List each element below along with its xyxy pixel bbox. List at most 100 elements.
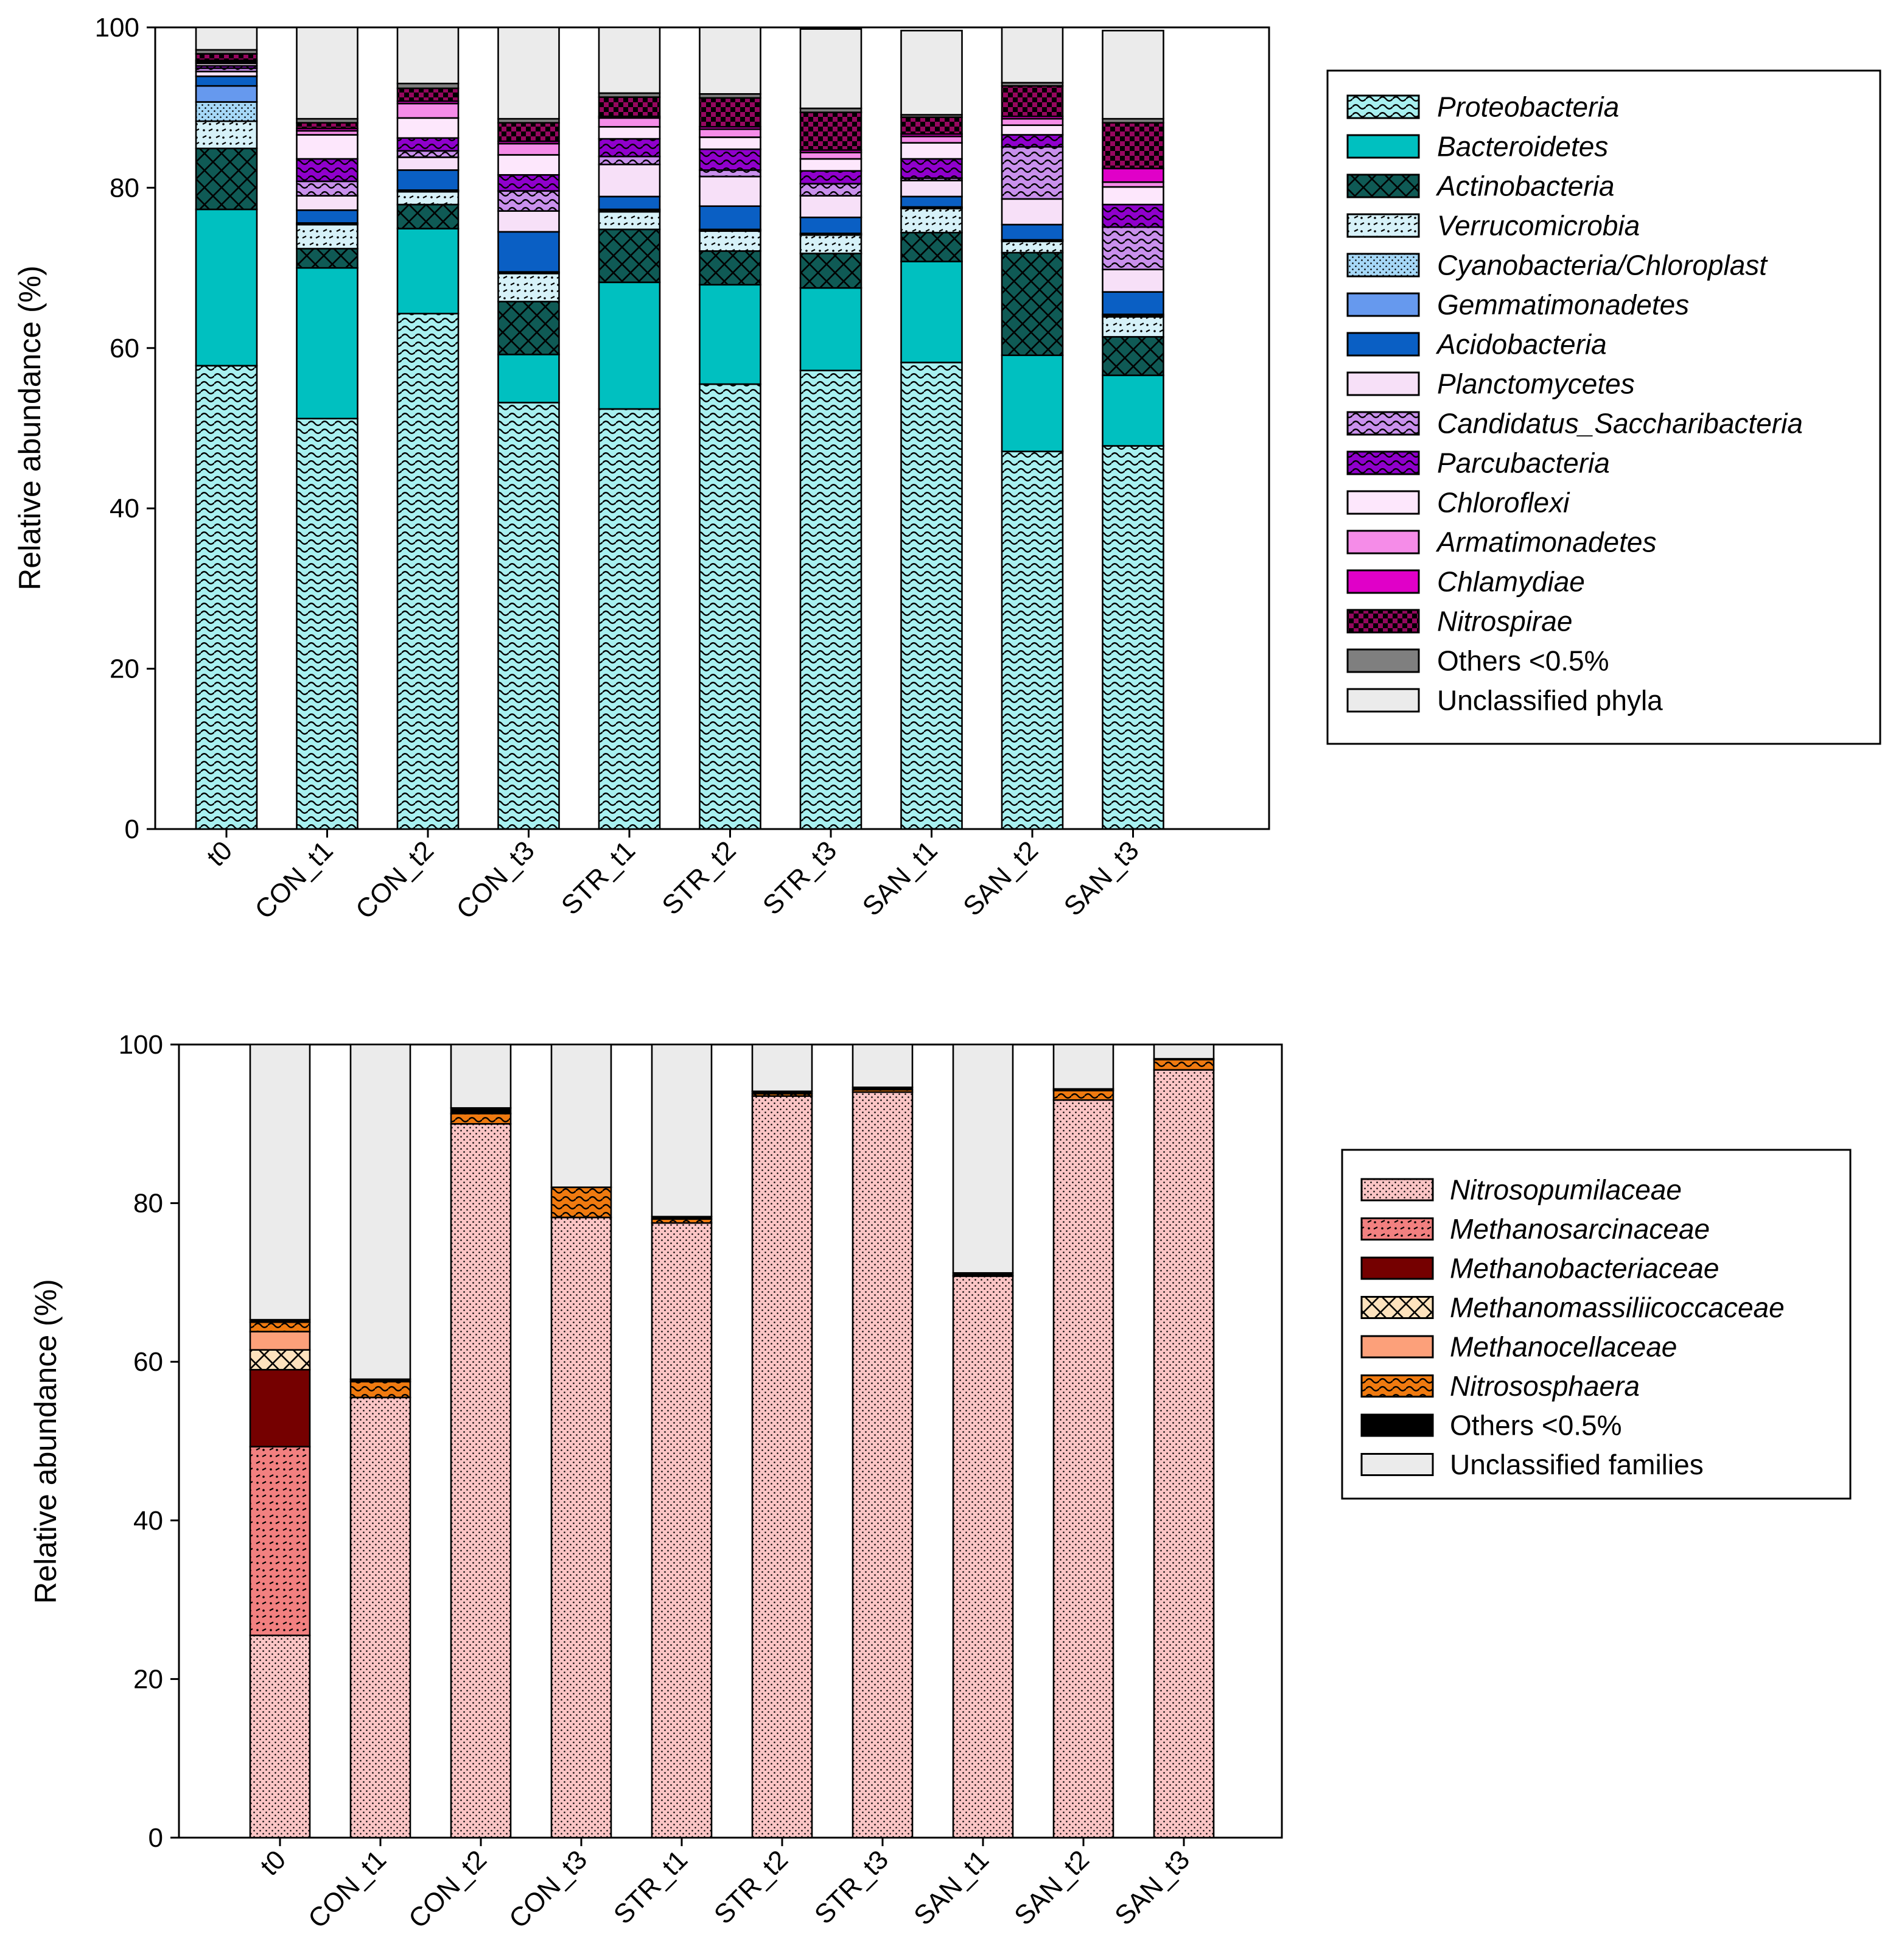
bar-segment-nitrospirae xyxy=(699,97,761,128)
legend-swatch xyxy=(1346,292,1420,317)
bar-segment-verrucomicrobia xyxy=(799,234,862,254)
legend-label: Nitrospirae xyxy=(1437,606,1572,637)
bar-segment-verrucomicrobia xyxy=(1102,316,1164,338)
legend-swatch xyxy=(1346,411,1420,436)
bar-segment-chloroflexi xyxy=(296,134,359,160)
legend-item-unclassified-families: Unclassified families xyxy=(1360,1449,1704,1480)
legend-swatch xyxy=(1360,1178,1434,1202)
bar-segment-candidatus-saccharibacteria xyxy=(396,150,460,158)
x-tick-label-con-t3: CON_t3 xyxy=(451,835,540,925)
bar-segment-actinobacteria xyxy=(900,231,963,262)
bar-segment-candidatus-saccharibacteria xyxy=(699,169,761,178)
bar-segment-chloroflexi xyxy=(497,154,560,176)
bar-segment-unclassified-phyla xyxy=(598,26,661,94)
legend-label: Gemmatimonadetes xyxy=(1437,289,1689,321)
legend-item-chlamydiae: Chlamydiae xyxy=(1346,566,1585,598)
bar-segment-methanobacteriaceae xyxy=(249,1368,311,1447)
y-tick-label: 40 xyxy=(133,1506,163,1536)
legend-label: Others <0.5% xyxy=(1437,645,1609,677)
legend-item-actinobacteria: Actinobacteria xyxy=(1346,170,1615,202)
legend-label: Nitrosopumilaceae xyxy=(1450,1174,1682,1206)
legend-label: Methanosarcinaceae xyxy=(1450,1213,1710,1245)
legend-swatch xyxy=(1346,332,1420,357)
bar-segment-nitrosopumilaceae xyxy=(751,1095,813,1839)
bar-segment-unclassified-phyla xyxy=(195,26,258,51)
bar-segment-verrucomicrobia xyxy=(195,120,258,150)
legend-item-proteobacteria: Proteobacteria xyxy=(1346,91,1619,123)
legend-label: Methanomassiliicoccaceae xyxy=(1450,1292,1785,1323)
bar-str-t2 xyxy=(751,1043,813,1839)
legend-item-nitrosopumilaceae: Nitrosopumilaceae xyxy=(1360,1174,1682,1206)
y-tick-label: 20 xyxy=(110,654,139,684)
bar-segment-bacteroidetes xyxy=(497,354,560,404)
x-tick-label-str-t2: STR_t2 xyxy=(708,1844,794,1930)
legend-label: Unclassified phyla xyxy=(1437,685,1663,716)
x-tick-label-t0: t0 xyxy=(254,1844,292,1881)
bar-segment-proteobacteria xyxy=(195,365,258,830)
bar-segment-bacteroidetes xyxy=(598,281,661,410)
bar-segment-bacteroidetes xyxy=(799,287,862,371)
legend-label: Planctomycetes xyxy=(1437,368,1635,400)
legend-item-methanosarcinaceae: Methanosarcinaceae xyxy=(1360,1213,1710,1245)
legend-swatch xyxy=(1346,134,1420,159)
legend-item-cyanobacteria-chloroplast: Cyanobacteria/Chloroplast xyxy=(1346,250,1768,281)
bar-con-t2 xyxy=(396,26,460,830)
x-tick-label-con-t1: CON_t1 xyxy=(303,1844,392,1934)
bar-segment-parcubacteria xyxy=(296,158,359,183)
legend-item-acidobacteria: Acidobacteria xyxy=(1346,329,1607,360)
legend-item-methanobacteriaceae: Methanobacteriaceae xyxy=(1360,1253,1719,1284)
bar-segment-nitrospirae xyxy=(296,122,359,130)
legend-item-methanomassiliicoccaceae: Methanomassiliicoccaceae xyxy=(1360,1292,1785,1323)
bar-segment-planctomycetes xyxy=(296,195,359,211)
bar-segment-actinobacteria xyxy=(1001,251,1064,356)
x-tick-label-con-t1: CON_t1 xyxy=(250,835,339,925)
x-tick-label-con-t2: CON_t2 xyxy=(403,1844,492,1934)
bar-segment-acidobacteria xyxy=(1102,291,1164,315)
bar-segment-unclassified-phyla xyxy=(497,26,560,120)
bar-segment-verrucomicrobia xyxy=(1001,240,1064,254)
bar-segment-acidobacteria xyxy=(296,209,359,224)
x-tick-label-con-t3: CON_t3 xyxy=(503,1844,593,1934)
legend-label: Cyanobacteria/Chloroplast xyxy=(1437,250,1768,281)
bar-segment-planctomycetes xyxy=(799,195,862,219)
bar-segment-acidobacteria xyxy=(699,205,761,231)
bar-segment-unclassified-families xyxy=(1153,1043,1215,1060)
bar-segment-unclassified-phyla xyxy=(699,26,761,95)
bar-segment-unclassified-families xyxy=(952,1043,1014,1274)
bar-con-t2 xyxy=(450,1043,512,1839)
legend-swatch xyxy=(1346,648,1420,673)
bar-str-t2 xyxy=(699,26,761,830)
bar-segment-proteobacteria xyxy=(598,408,661,830)
x-tick-label-str-t1: STR_t1 xyxy=(608,1844,693,1930)
bar-t0 xyxy=(249,1043,311,1839)
bar-segment-proteobacteria xyxy=(900,362,963,830)
bar-segment-planctomycetes xyxy=(1102,268,1164,293)
bar-segment-parcubacteria xyxy=(1001,134,1064,148)
bar-segment-acidobacteria xyxy=(1001,223,1064,241)
bar-segment-acidobacteria xyxy=(799,216,862,234)
legend-swatch xyxy=(1360,1453,1434,1476)
legend-swatch xyxy=(1346,371,1420,396)
legend-item-bacteroidetes: Bacteroidetes xyxy=(1346,131,1608,163)
y-tick-label: 100 xyxy=(119,1030,163,1060)
legend-label: Acidobacteria xyxy=(1435,329,1607,360)
legend-swatch xyxy=(1360,1256,1434,1280)
x-tick-label-san-t3: SAN_t3 xyxy=(1058,835,1145,922)
bar-segment-parcubacteria xyxy=(699,148,761,171)
legend-box xyxy=(1341,1149,1852,1500)
legend-swatch xyxy=(1346,688,1420,713)
x-tick-label-san-t2: SAN_t2 xyxy=(957,835,1044,922)
bar-segment-candidatus-saccharibacteria xyxy=(799,183,862,197)
bar-segment-verrucomicrobia xyxy=(598,211,661,231)
legend-swatch xyxy=(1346,253,1420,278)
bar-segment-nitrosopumilaceae xyxy=(952,1275,1014,1839)
bar-segment-chloroflexi xyxy=(900,142,963,160)
y-axis-label: Relative abundance (%) xyxy=(29,1279,63,1604)
bar-segment-armatimonadetes xyxy=(396,102,460,119)
bar-segment-nitrosopumilaceae xyxy=(1153,1069,1215,1839)
legend-item-candidatus-saccharibacteria: Candidatus_Saccharibacteria xyxy=(1346,408,1803,439)
bar-segment-candidatus-saccharibacteria xyxy=(296,180,359,197)
bar-segment-planctomycetes xyxy=(1001,198,1064,226)
bar-segment-proteobacteria xyxy=(799,369,862,830)
bar-segment-unclassified-families xyxy=(651,1043,713,1218)
